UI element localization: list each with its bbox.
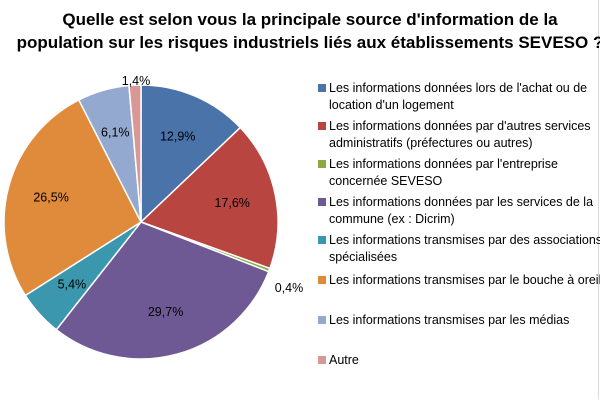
legend-label-2: Les informations données par d'autres se… [329, 118, 591, 152]
pie-slice-2 [139, 126, 279, 270]
legend-label-8: Autre [329, 352, 359, 369]
legend-label-line: administratifs (préfectures ou autres) [329, 136, 533, 150]
legend-swatch-5 [318, 236, 326, 244]
pie-slice-4 [55, 221, 270, 360]
legend-label-line: Les informations données par les service… [329, 195, 594, 209]
legend-label-1: Les informations données lors de l'achat… [329, 80, 587, 114]
legend-label-line: Les informations données lors de l'achat… [329, 81, 588, 95]
data-label-3: 0,4% [275, 281, 304, 295]
legend-swatch-4 [318, 198, 326, 206]
legend-label-3: Les informations données par l'entrepris… [329, 156, 558, 190]
legend-label-line: Les informations transmises par le bouch… [329, 273, 600, 287]
chart-title-line-1: Quelle est selon vous la principale sour… [62, 10, 558, 29]
data-label-7: 6,1% [101, 126, 130, 140]
data-label-6: 26,5% [33, 190, 68, 204]
legend-label-line: Les informations transmises par les médi… [329, 313, 570, 327]
legend-label-line: location d'un logement [329, 98, 454, 112]
legend-label-4: Les informations données par les service… [329, 194, 593, 228]
data-label-2: 17,6% [214, 196, 249, 210]
legend-label-line: Autre [329, 353, 359, 367]
legend-label-line: concernée SEVESO [329, 174, 443, 188]
legend-swatch-7 [318, 316, 326, 324]
legend-label-6: Les informations transmises par le bouch… [329, 272, 600, 289]
legend-label-5: Les informations transmises par des asso… [329, 232, 600, 266]
legend-swatch-6 [318, 276, 326, 284]
legend-swatch-2 [318, 122, 326, 130]
legend-swatch-3 [318, 160, 326, 168]
chart-title: Quelle est selon vous la principale sour… [0, 8, 600, 54]
chart-title-line-2: population sur les risques industriels l… [16, 33, 600, 52]
data-label-4: 29,7% [148, 305, 183, 319]
legend-label-line: Les informations données par d'autres se… [329, 119, 591, 133]
data-label-5: 5,4% [58, 278, 87, 292]
legend-label-line: Les informations données par l'entrepris… [329, 157, 558, 171]
pie-slice-1 [140, 84, 242, 224]
pie-slice-6 [3, 98, 142, 297]
data-label-1: 12,9% [160, 129, 195, 143]
legend-label-line: spécialisées [329, 250, 398, 264]
legend-label-line: Les informations transmises par des asso… [329, 233, 600, 247]
pie-slice-8 [128, 84, 142, 223]
legend-label-line: commune (ex : Dicrim) [329, 212, 455, 226]
legend-swatch-1 [318, 84, 326, 92]
legend-label-7: Les informations transmises par les médi… [329, 312, 569, 329]
legend-swatch-8 [318, 356, 326, 364]
data-label-8: 1,4% [122, 74, 151, 88]
